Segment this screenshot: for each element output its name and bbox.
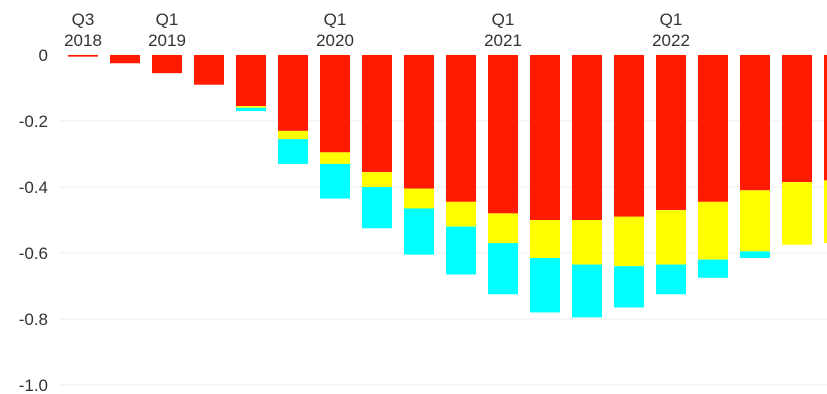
- bar-segment: [824, 180, 827, 244]
- bar-segment: [278, 139, 308, 164]
- bar-segment: [236, 55, 266, 107]
- bar-segment: [824, 55, 827, 181]
- bar-segment: [782, 182, 812, 245]
- x-category-label-quarter: Q1: [324, 10, 347, 29]
- bar-segment: [278, 130, 308, 140]
- bar-segment: [152, 55, 182, 74]
- x-category-label-quarter: Q1: [492, 10, 515, 29]
- y-tick-label: -0.8: [19, 310, 48, 329]
- bar-segment: [404, 55, 434, 189]
- bar-segment: [572, 220, 602, 265]
- bar-segment: [404, 188, 434, 209]
- bar-segment: [488, 243, 518, 295]
- bar-segment: [572, 55, 602, 220]
- x-category-label-year: 2022: [652, 31, 690, 50]
- bar-segment: [698, 259, 728, 278]
- x-category-label-year: 2020: [316, 31, 354, 50]
- y-tick-label: -0.4: [19, 178, 48, 197]
- bar-segment: [320, 152, 350, 164]
- x-category-label-year: 2018: [64, 31, 102, 50]
- bar-segment: [614, 216, 644, 267]
- bar-segment: [614, 266, 644, 308]
- bar-segment: [362, 172, 392, 187]
- x-category-label-quarter: Q1: [156, 10, 179, 29]
- y-axis-tick-labels: 0 -0.2 -0.4 -0.6 -0.8 -1.0: [19, 46, 48, 394]
- x-category-label-year: 2021: [484, 31, 522, 50]
- bar-segment: [698, 201, 728, 260]
- bar-segment: [740, 55, 770, 191]
- bar-segment: [194, 55, 224, 85]
- bar-segment: [278, 55, 308, 131]
- bar-segment: [404, 208, 434, 255]
- bar-segment: [236, 106, 266, 108]
- bar-segment: [782, 55, 812, 183]
- bar-segment: [68, 55, 98, 57]
- y-tick-label: -0.2: [19, 112, 48, 131]
- x-axis-category-labels: Q3 2018 Q1 2019 Q1 2020 Q1 2021 Q1 2022: [64, 10, 690, 50]
- bar-segment: [320, 55, 350, 153]
- bar-segment: [530, 257, 560, 313]
- bar-segment: [740, 190, 770, 252]
- bar-segment: [362, 55, 392, 173]
- bar-segment: [446, 55, 476, 202]
- bar-segment: [236, 107, 266, 112]
- bar-segment: [446, 226, 476, 275]
- y-tick-label: 0: [39, 46, 48, 65]
- bar-segment: [446, 201, 476, 227]
- bar-segment: [698, 55, 728, 202]
- bar-segment: [110, 55, 140, 64]
- bars: [68, 55, 827, 318]
- x-category-label-year: 2019: [148, 31, 186, 50]
- bar-segment: [488, 213, 518, 244]
- bar-segment: [740, 251, 770, 258]
- bar-segment: [656, 264, 686, 295]
- x-category-label-quarter: Q1: [660, 10, 683, 29]
- bar-segment: [320, 163, 350, 199]
- bar-segment: [488, 55, 518, 214]
- bar-segment: [362, 187, 392, 229]
- bar-segment: [530, 220, 560, 258]
- bar-segment: [572, 264, 602, 318]
- bar-segment: [656, 55, 686, 211]
- y-tick-label: -0.6: [19, 244, 48, 263]
- bar-segment: [656, 210, 686, 265]
- bar-segment: [530, 55, 560, 220]
- y-tick-label: -1.0: [19, 376, 48, 394]
- x-category-label-quarter: Q3: [72, 10, 95, 29]
- bar-segment: [614, 55, 644, 217]
